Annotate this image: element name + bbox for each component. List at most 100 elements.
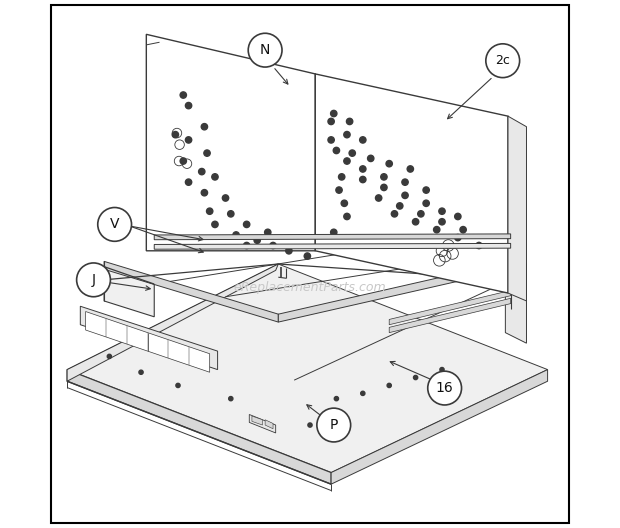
Polygon shape <box>265 420 273 429</box>
Circle shape <box>334 397 339 401</box>
Polygon shape <box>67 370 331 484</box>
Circle shape <box>176 383 180 388</box>
Circle shape <box>198 168 205 175</box>
Text: 16: 16 <box>436 381 453 395</box>
Polygon shape <box>86 312 210 372</box>
Text: N: N <box>260 43 270 57</box>
Polygon shape <box>104 267 154 317</box>
Circle shape <box>77 263 110 297</box>
Circle shape <box>206 208 213 214</box>
Circle shape <box>360 137 366 143</box>
Circle shape <box>212 174 218 180</box>
Circle shape <box>172 131 179 138</box>
Polygon shape <box>154 234 511 240</box>
Circle shape <box>107 354 112 359</box>
Polygon shape <box>508 116 526 301</box>
Circle shape <box>244 242 250 249</box>
Circle shape <box>265 229 271 235</box>
Circle shape <box>341 200 347 206</box>
Circle shape <box>397 203 403 209</box>
Polygon shape <box>154 243 511 249</box>
Circle shape <box>486 44 520 78</box>
Circle shape <box>439 208 445 214</box>
Circle shape <box>361 391 365 395</box>
Circle shape <box>387 383 391 388</box>
Polygon shape <box>252 416 262 425</box>
Circle shape <box>254 237 260 243</box>
Circle shape <box>381 174 387 180</box>
Circle shape <box>344 158 350 164</box>
Circle shape <box>286 248 292 254</box>
Circle shape <box>244 221 250 228</box>
Circle shape <box>407 166 414 172</box>
Circle shape <box>308 423 312 427</box>
Circle shape <box>185 179 192 185</box>
Circle shape <box>229 397 233 401</box>
Circle shape <box>180 158 187 164</box>
Polygon shape <box>389 298 511 333</box>
Text: 2c: 2c <box>495 54 510 67</box>
Circle shape <box>423 187 429 193</box>
Circle shape <box>212 221 218 228</box>
Polygon shape <box>104 261 278 322</box>
Circle shape <box>418 211 424 217</box>
Circle shape <box>360 166 366 172</box>
Circle shape <box>439 219 445 225</box>
Circle shape <box>328 118 334 125</box>
Circle shape <box>454 213 461 220</box>
Circle shape <box>223 195 229 201</box>
Circle shape <box>317 408 351 442</box>
Circle shape <box>402 179 408 185</box>
Circle shape <box>412 219 418 225</box>
Circle shape <box>228 211 234 217</box>
Circle shape <box>414 375 418 380</box>
Polygon shape <box>146 34 316 251</box>
Circle shape <box>330 229 337 235</box>
Circle shape <box>386 161 392 167</box>
Circle shape <box>440 367 444 372</box>
Text: J: J <box>92 273 95 287</box>
Text: eReplacementParts.com: eReplacementParts.com <box>234 281 386 294</box>
Polygon shape <box>278 261 511 322</box>
Polygon shape <box>249 414 276 433</box>
Circle shape <box>180 92 187 98</box>
Circle shape <box>139 370 143 374</box>
Circle shape <box>336 187 342 193</box>
Circle shape <box>454 234 461 241</box>
Circle shape <box>402 192 408 199</box>
Polygon shape <box>67 264 547 473</box>
Circle shape <box>98 208 131 241</box>
Polygon shape <box>316 74 508 293</box>
Circle shape <box>476 242 482 249</box>
Circle shape <box>339 174 345 180</box>
Polygon shape <box>81 306 218 370</box>
Text: P: P <box>330 418 338 432</box>
Circle shape <box>423 200 429 206</box>
Circle shape <box>202 190 208 196</box>
Circle shape <box>330 110 337 117</box>
Circle shape <box>333 147 340 154</box>
Circle shape <box>304 253 311 259</box>
Circle shape <box>248 33 282 67</box>
Polygon shape <box>505 253 526 343</box>
Polygon shape <box>331 370 547 484</box>
Text: V: V <box>110 218 120 231</box>
Circle shape <box>328 137 334 143</box>
Circle shape <box>360 176 366 183</box>
Circle shape <box>185 137 192 143</box>
Circle shape <box>344 131 350 138</box>
Circle shape <box>202 124 208 130</box>
Circle shape <box>185 102 192 109</box>
Circle shape <box>381 184 387 191</box>
Polygon shape <box>389 290 511 325</box>
Circle shape <box>233 232 239 238</box>
Polygon shape <box>67 264 278 381</box>
Circle shape <box>347 118 353 125</box>
Circle shape <box>428 371 461 405</box>
Circle shape <box>368 155 374 162</box>
Circle shape <box>344 213 350 220</box>
Circle shape <box>460 227 466 233</box>
Circle shape <box>433 227 440 233</box>
Circle shape <box>270 242 276 249</box>
Circle shape <box>376 195 382 201</box>
